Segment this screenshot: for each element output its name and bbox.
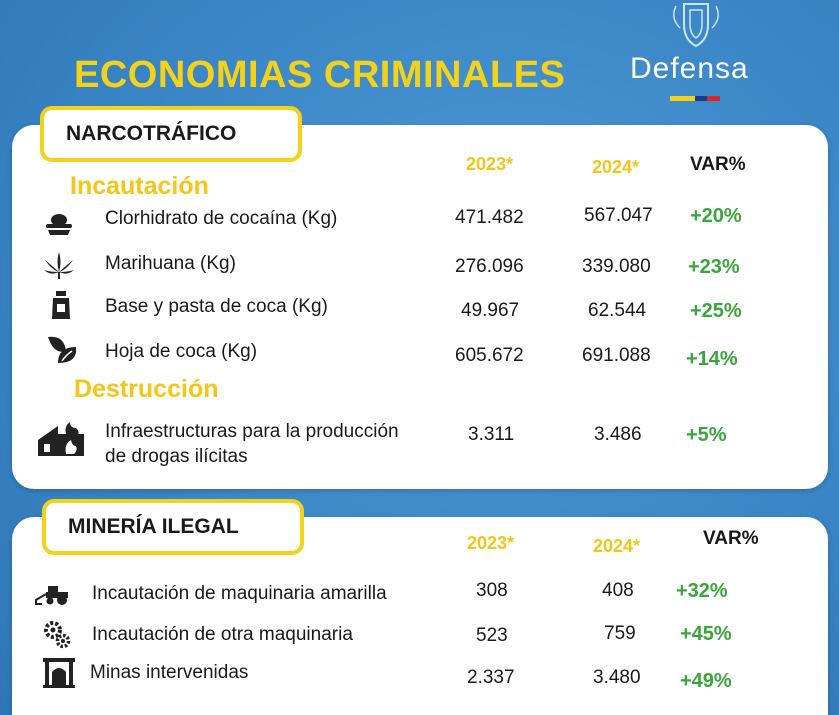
- row-label: Clorhidrato de cocaína (Kg): [105, 208, 338, 229]
- value-2024: 567.047: [584, 205, 653, 226]
- value-2023: 308: [476, 580, 508, 601]
- column-header-2024: 2024*: [592, 157, 640, 177]
- tractor-icon: [35, 586, 68, 605]
- value-2023: 3.311: [468, 424, 515, 445]
- row-label: Marihuana (Kg): [105, 253, 236, 274]
- narcotrafico-card: [12, 125, 828, 489]
- row-label: Incautación de otra maquinaria: [92, 624, 353, 645]
- value-2024: 339.080: [582, 256, 651, 277]
- cocaine-icon: [46, 214, 72, 235]
- column-header-var: VAR%: [703, 528, 759, 549]
- coca-leaf-icon: [48, 336, 77, 363]
- destruccion-heading: Destrucción: [74, 375, 219, 403]
- value-2024: 691.088: [582, 345, 651, 366]
- row-label: Base y pasta de coca (Kg): [105, 296, 328, 317]
- value-2024: 62.544: [588, 300, 647, 321]
- logo-text: Defensa: [630, 52, 749, 85]
- variation: +23%: [688, 256, 740, 278]
- row-label: Incautación de maquinaria amarilla: [92, 583, 387, 604]
- mine-entrance-icon: [43, 658, 75, 688]
- column-header-var: VAR%: [690, 154, 746, 175]
- value-2023: 605.672: [455, 345, 524, 366]
- defensa-logo: Defensa: [626, 0, 766, 104]
- value-2023: 2.337: [467, 667, 515, 688]
- destruccion-label-line2: de drogas ilícitas: [105, 446, 248, 467]
- value-2023: 276.096: [455, 256, 524, 277]
- variation: +25%: [690, 300, 742, 322]
- variation: +45%: [680, 623, 732, 645]
- variation: +49%: [680, 670, 732, 692]
- variation: +5%: [686, 424, 727, 446]
- value-2024: 3.480: [593, 667, 641, 688]
- variation: +32%: [676, 580, 728, 602]
- value-2023: 523: [476, 625, 508, 646]
- mineria-section-label: MINERÍA ILEGAL: [42, 499, 304, 555]
- row-label: Minas intervenidas: [90, 662, 249, 683]
- incautacion-heading: Incautación: [70, 172, 209, 200]
- value-2023: 471.482: [455, 207, 524, 228]
- page-title: ECONOMIAS CRIMINALES: [74, 54, 566, 96]
- burning-building-icon: [38, 422, 84, 456]
- column-header-2023: 2023*: [467, 533, 515, 553]
- flag-stripe: [670, 96, 720, 101]
- narcotrafico-section-label: NARCOTRÁFICO: [40, 106, 302, 162]
- gears-icon: [44, 621, 71, 649]
- value-2023: 49.967: [461, 300, 520, 321]
- column-header-2024: 2024*: [593, 536, 641, 556]
- row-label: Hoja de coca (Kg): [105, 341, 258, 362]
- value-2024: 408: [602, 580, 634, 601]
- variation: +20%: [690, 205, 742, 227]
- coca-paste-icon: [52, 291, 70, 319]
- value-2024: 3.486: [594, 424, 642, 445]
- coat-of-arms-icon: [673, 3, 719, 48]
- variation: +14%: [686, 348, 738, 370]
- value-2024: 759: [604, 623, 636, 644]
- destruccion-label-line1: Infraestructuras para la producción: [105, 421, 399, 442]
- cannabis-leaf-icon: [44, 252, 74, 279]
- column-header-2023: 2023*: [466, 154, 514, 174]
